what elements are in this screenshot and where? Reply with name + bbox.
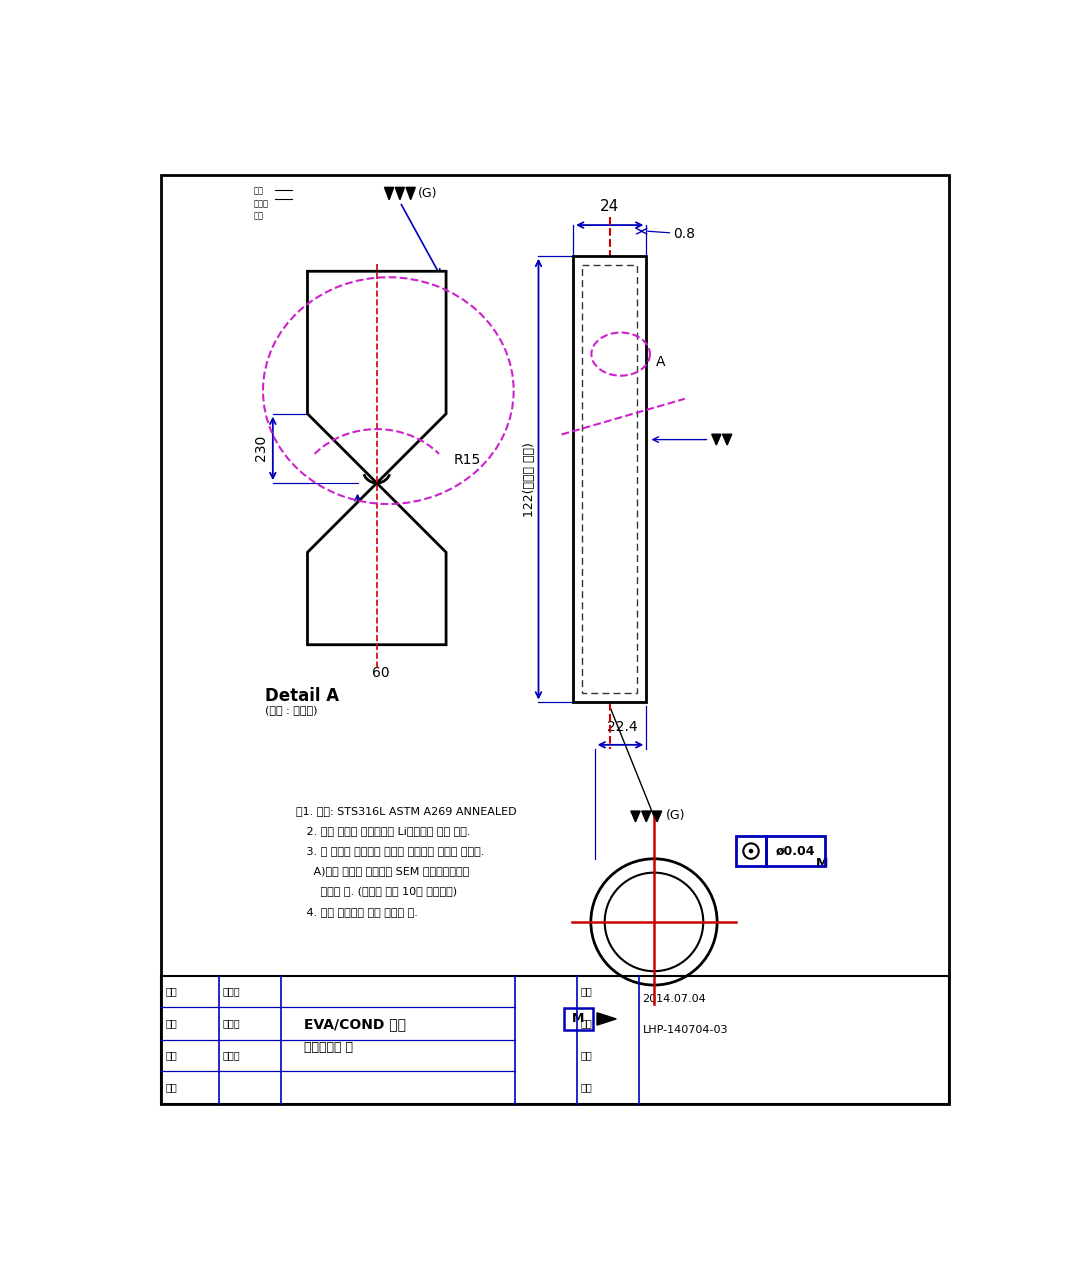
Polygon shape: [395, 187, 405, 200]
Bar: [161, 976, 949, 1104]
Text: 설계: 설계: [580, 986, 592, 996]
Text: 2014.07.04: 2014.07.04: [642, 994, 706, 1004]
Text: 검토: 검토: [580, 1018, 592, 1028]
Text: Detail A: Detail A: [265, 687, 339, 705]
Text: 40°: 40°: [306, 403, 331, 417]
Text: 표면
거칠기
항목: 표면 거칠기 항목: [253, 186, 269, 220]
Text: M: M: [572, 1013, 585, 1025]
Text: 0.8: 0.8: [674, 228, 695, 242]
Text: LHP-140704-03: LHP-140704-03: [642, 1024, 728, 1034]
Text: 작성: 작성: [165, 986, 177, 996]
Bar: [766, 836, 825, 866]
Text: 22.4: 22.4: [608, 720, 638, 734]
Text: 작성자: 작성자: [223, 986, 240, 996]
Text: 60: 60: [371, 666, 390, 680]
Bar: [736, 836, 766, 866]
Text: 122(그루브 기준): 122(그루브 기준): [523, 442, 536, 517]
Polygon shape: [631, 812, 640, 822]
Text: 4. 모든 모서리의 버를 제거할 것.: 4. 모든 모서리의 버를 제거할 것.: [296, 906, 418, 917]
Text: ø0.04: ø0.04: [775, 844, 815, 857]
Text: A)홈의 세부에 대해서는 SEM 세부내시경으로: A)홈의 세부에 대해서는 SEM 세부내시경으로: [296, 866, 469, 876]
Polygon shape: [308, 271, 446, 484]
Text: M: M: [815, 857, 828, 870]
Bar: [583, 265, 637, 694]
Polygon shape: [722, 434, 732, 444]
Text: 도번: 도번: [580, 1081, 592, 1091]
Text: 승인: 승인: [165, 1050, 177, 1060]
Text: 다이아몬드 관: 다이아몬드 관: [303, 1041, 353, 1053]
Text: 도번: 도번: [165, 1081, 177, 1091]
Polygon shape: [406, 187, 415, 200]
Polygon shape: [308, 484, 446, 644]
Polygon shape: [597, 1013, 616, 1025]
Text: 승인자: 승인자: [223, 1050, 240, 1060]
Polygon shape: [712, 434, 721, 444]
Text: 확인할 것. (가공후 최소 10배 이상이상): 확인할 것. (가공후 최소 10배 이상이상): [296, 886, 457, 896]
Text: 3. 홈 내부에 이물질이 없도록 검토하여 공차를 취할것.: 3. 홈 내부에 이물질이 없도록 검토하여 공차를 취할것.: [296, 847, 484, 857]
Text: R15: R15: [454, 453, 481, 467]
Text: 승인: 승인: [580, 1050, 592, 1060]
Text: EVA/COND 튜브: EVA/COND 튜브: [303, 1018, 406, 1032]
Polygon shape: [652, 812, 662, 822]
Text: 24: 24: [600, 199, 619, 214]
Text: (비율 : 이미지): (비율 : 이미지): [265, 705, 317, 715]
Text: A: A: [656, 354, 666, 368]
Polygon shape: [641, 812, 651, 822]
Text: (G): (G): [418, 187, 438, 200]
Polygon shape: [384, 187, 394, 200]
Text: 2. 단위 이하의 단위공차는 Li사양서를 따른 것임.: 2. 단위 이하의 단위공차는 Li사양서를 따른 것임.: [296, 827, 470, 837]
Polygon shape: [308, 484, 446, 644]
Circle shape: [748, 848, 754, 853]
Text: (G): (G): [666, 809, 686, 822]
Text: 검토: 검토: [165, 1018, 177, 1028]
Text: 230: 230: [255, 436, 269, 462]
Bar: [573, 256, 647, 703]
Text: 검토자: 검토자: [223, 1018, 240, 1028]
Polygon shape: [308, 271, 446, 484]
Bar: [564, 1008, 593, 1029]
Text: 주1. 재질: STS316L ASTM A269 ANNEALED: 주1. 재질: STS316L ASTM A269 ANNEALED: [296, 806, 517, 817]
